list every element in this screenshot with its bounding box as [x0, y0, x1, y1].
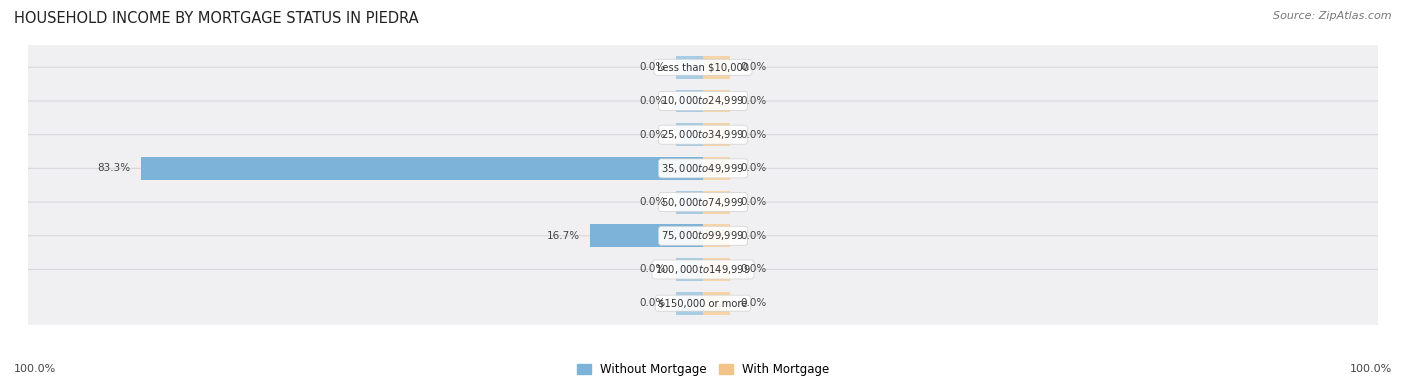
Text: 0.0%: 0.0%	[640, 197, 666, 207]
Text: Source: ZipAtlas.com: Source: ZipAtlas.com	[1274, 11, 1392, 21]
Text: 0.0%: 0.0%	[740, 298, 766, 308]
Bar	[703, 224, 730, 247]
Text: Less than $10,000: Less than $10,000	[657, 62, 749, 72]
Bar	[703, 191, 730, 214]
Text: 0.0%: 0.0%	[740, 265, 766, 274]
Bar	[676, 258, 703, 281]
Text: 0.0%: 0.0%	[740, 163, 766, 174]
Text: $50,000 to $74,999: $50,000 to $74,999	[661, 195, 745, 209]
Legend: Without Mortgage, With Mortgage: Without Mortgage, With Mortgage	[572, 358, 834, 378]
Text: HOUSEHOLD INCOME BY MORTGAGE STATUS IN PIEDRA: HOUSEHOLD INCOME BY MORTGAGE STATUS IN P…	[14, 11, 419, 26]
Text: 0.0%: 0.0%	[740, 231, 766, 241]
FancyBboxPatch shape	[25, 202, 1381, 270]
FancyBboxPatch shape	[25, 236, 1381, 303]
Bar	[676, 123, 703, 146]
FancyBboxPatch shape	[25, 34, 1381, 101]
Bar	[676, 90, 703, 112]
FancyBboxPatch shape	[25, 168, 1381, 236]
Bar	[703, 157, 730, 180]
Text: $10,000 to $24,999: $10,000 to $24,999	[661, 94, 745, 107]
Bar	[703, 292, 730, 314]
Bar	[676, 292, 703, 314]
Text: $25,000 to $34,999: $25,000 to $34,999	[661, 128, 745, 141]
Bar	[703, 123, 730, 146]
Bar	[703, 56, 730, 79]
Text: 0.0%: 0.0%	[740, 130, 766, 139]
Text: 0.0%: 0.0%	[740, 62, 766, 72]
Bar	[676, 191, 703, 214]
Text: $75,000 to $99,999: $75,000 to $99,999	[661, 229, 745, 242]
Text: $35,000 to $49,999: $35,000 to $49,999	[661, 162, 745, 175]
Text: 0.0%: 0.0%	[640, 96, 666, 106]
Bar	[703, 258, 730, 281]
FancyBboxPatch shape	[25, 270, 1381, 337]
Bar	[141, 157, 703, 180]
Text: 100.0%: 100.0%	[14, 364, 56, 374]
Text: 0.0%: 0.0%	[640, 62, 666, 72]
Text: 0.0%: 0.0%	[740, 96, 766, 106]
Text: 100.0%: 100.0%	[1350, 364, 1392, 374]
Text: 16.7%: 16.7%	[547, 231, 581, 241]
Text: $100,000 to $149,999: $100,000 to $149,999	[655, 263, 751, 276]
Text: $150,000 or more: $150,000 or more	[658, 298, 748, 308]
FancyBboxPatch shape	[25, 67, 1381, 135]
Bar	[703, 90, 730, 112]
FancyBboxPatch shape	[25, 101, 1381, 168]
Bar	[676, 56, 703, 79]
Text: 0.0%: 0.0%	[640, 298, 666, 308]
Bar	[591, 224, 703, 247]
FancyBboxPatch shape	[25, 135, 1381, 202]
Text: 0.0%: 0.0%	[740, 197, 766, 207]
Text: 0.0%: 0.0%	[640, 130, 666, 139]
Text: 83.3%: 83.3%	[97, 163, 131, 174]
Text: 0.0%: 0.0%	[640, 265, 666, 274]
